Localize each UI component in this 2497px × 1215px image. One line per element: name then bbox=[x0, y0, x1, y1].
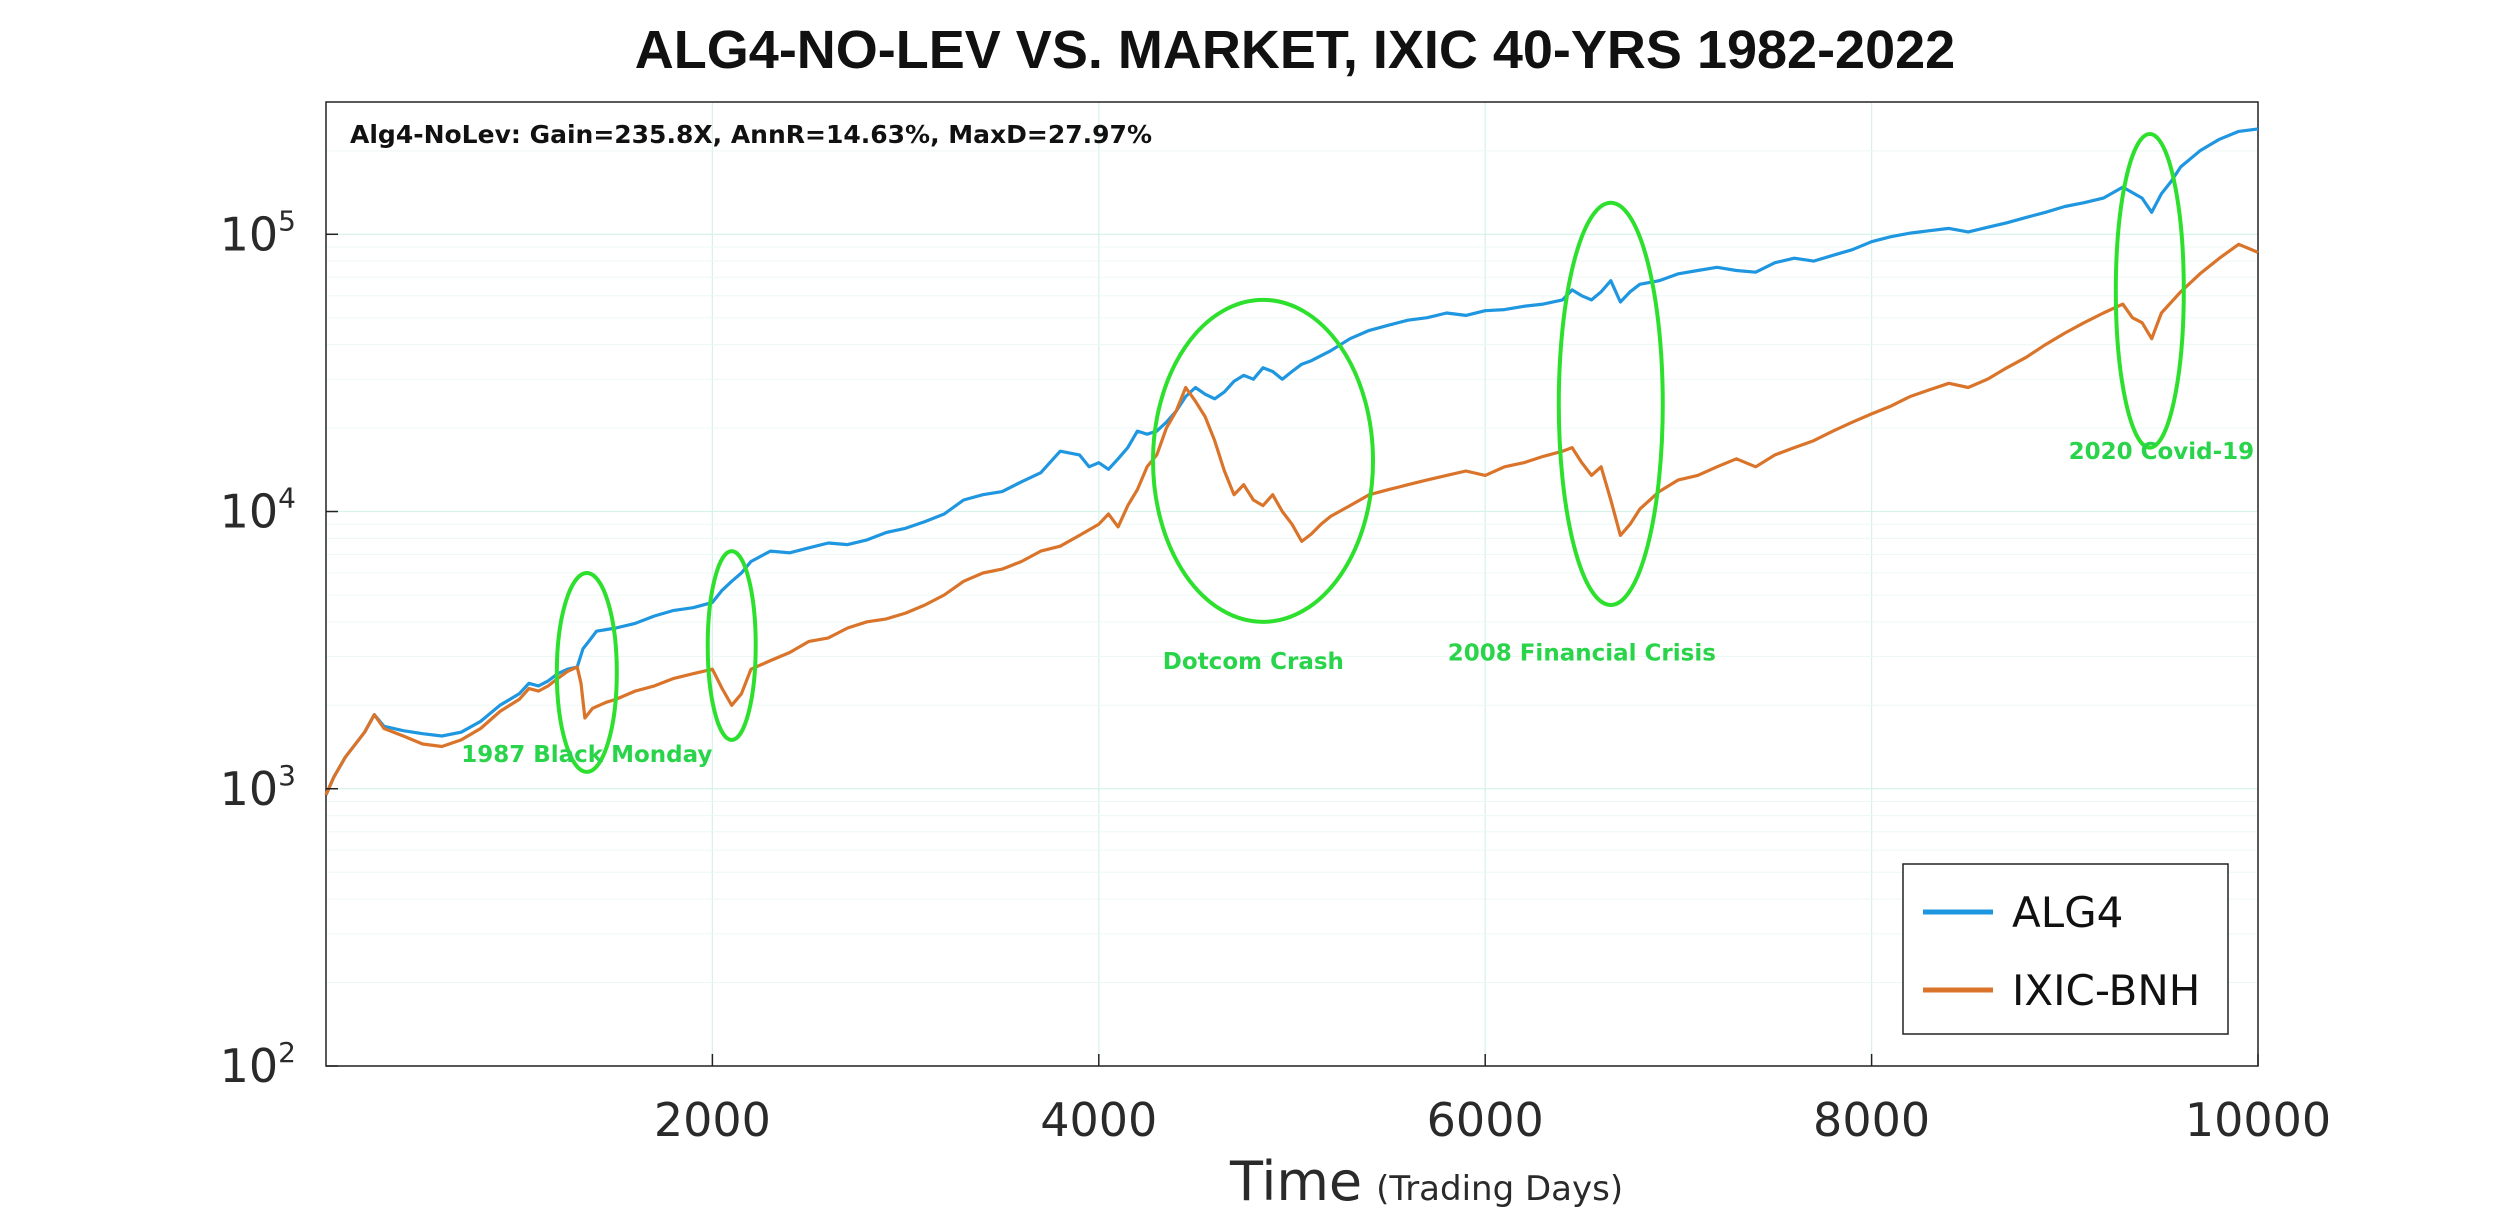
tick-layer: 2000 4000 6000 8000 10000 102 103 104 105 bbox=[220, 204, 2332, 1147]
x-axis-label: Time (Trading Days) bbox=[1229, 1150, 1623, 1213]
annotation-label: Dotcom Crash bbox=[1163, 649, 1344, 675]
annotation-ellipse bbox=[705, 549, 758, 742]
y-tick-label: 102 bbox=[220, 1036, 296, 1093]
series-line-alg4 bbox=[324, 127, 2259, 796]
x-tick-label: 4000 bbox=[1040, 1093, 1157, 1147]
legend-label-alg4: ALG4 bbox=[2012, 888, 2123, 937]
annotation-ellipse bbox=[1151, 297, 1376, 624]
legend: ALG4 IXIC-BNH bbox=[1902, 863, 2229, 1035]
annotation-label: 2008 Financial Crisis bbox=[1448, 641, 1716, 667]
chart-title: ALG4-NO-LEV VS. MARKET, IXIC 40-YRS 1982… bbox=[635, 20, 1955, 80]
legend-label-ixic-bnh: IXIC-BNH bbox=[2012, 966, 2200, 1015]
y-tick-label: 105 bbox=[220, 204, 296, 261]
x-tick-label: 10000 bbox=[2185, 1093, 2331, 1147]
x-axis-label-sub: (Trading Days) bbox=[1376, 1169, 1623, 1209]
series-line-ixic-bnh bbox=[324, 242, 2259, 796]
annotation-ellipse bbox=[554, 571, 619, 774]
y-tick-label: 103 bbox=[220, 759, 296, 816]
stats-text: Alg4-NoLev: Gain=235.8X, AnnR=14.63%, Ma… bbox=[350, 120, 1152, 149]
x-tick-label: 8000 bbox=[1813, 1093, 1930, 1147]
annotation-layer: 1987 Black Monday Dotcom Crash 2008 Financ… bbox=[461, 131, 2255, 774]
series-layer bbox=[324, 127, 2259, 796]
annotation-label: 1987 Black Monday bbox=[461, 742, 712, 768]
annotation-label: 2020 Covid-19 bbox=[2069, 439, 2255, 465]
x-axis-label-main: Time bbox=[1229, 1150, 1362, 1213]
annotation-ellipse bbox=[1556, 200, 1665, 608]
x-tick-label: 2000 bbox=[654, 1093, 771, 1147]
y-tick-label: 104 bbox=[220, 482, 296, 539]
x-tick-label: 6000 bbox=[1427, 1093, 1544, 1147]
annotation-ellipse bbox=[2113, 131, 2186, 450]
legend-box bbox=[1902, 863, 2229, 1035]
plot-frame bbox=[325, 101, 2259, 1067]
